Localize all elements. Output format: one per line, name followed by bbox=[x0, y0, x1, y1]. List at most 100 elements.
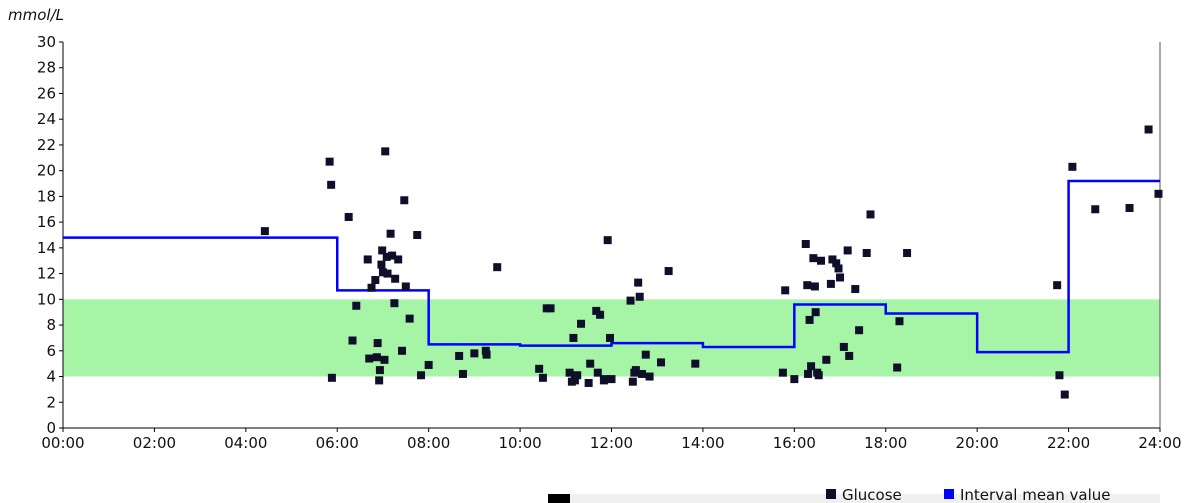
glucose-point bbox=[458, 369, 467, 378]
glucose-point bbox=[565, 368, 574, 377]
glucose-point bbox=[603, 236, 612, 245]
glucose-point bbox=[373, 339, 382, 348]
glucose-point bbox=[834, 264, 843, 273]
glucose-point bbox=[816, 256, 825, 265]
y-tick-label: 18 bbox=[37, 187, 56, 205]
glucose-point bbox=[455, 351, 464, 360]
y-tick-label: 2 bbox=[46, 393, 56, 411]
legend: Glucose Interval mean value bbox=[548, 486, 1160, 503]
glucose-point bbox=[1055, 371, 1064, 380]
glucose-point bbox=[631, 366, 640, 375]
y-tick-label: 10 bbox=[37, 290, 56, 308]
glucose-point bbox=[843, 246, 852, 255]
x-tick-label: 06:00 bbox=[316, 434, 359, 452]
glucose-point bbox=[1060, 390, 1069, 399]
glucose-point bbox=[839, 342, 848, 351]
x-tick-label: 20:00 bbox=[956, 434, 999, 452]
glucose-point bbox=[809, 254, 818, 263]
glucose-point bbox=[691, 359, 700, 368]
x-tick-label: 12:00 bbox=[590, 434, 633, 452]
y-tick-label: 4 bbox=[46, 368, 56, 386]
y-tick-label: 30 bbox=[37, 33, 56, 51]
glucose-point bbox=[573, 371, 582, 380]
glucose-point bbox=[405, 314, 414, 323]
glucose-point bbox=[260, 227, 269, 236]
glucose-point bbox=[635, 292, 644, 301]
glucose-point bbox=[365, 354, 374, 363]
glucose-point bbox=[664, 267, 673, 276]
legend-panel bbox=[548, 494, 1160, 503]
glucose-point bbox=[493, 263, 502, 272]
glucose-point bbox=[586, 359, 595, 368]
glucose-point bbox=[386, 229, 395, 238]
y-tick-label: 24 bbox=[37, 110, 56, 128]
glucose-point bbox=[790, 375, 799, 384]
glucose-point bbox=[810, 282, 819, 291]
legend-glucose-label: Glucose bbox=[842, 486, 902, 503]
x-tick-label: 18:00 bbox=[864, 434, 907, 452]
glucose-point bbox=[378, 246, 387, 255]
x-tick-label: 10:00 bbox=[498, 434, 541, 452]
glucose-point bbox=[855, 326, 864, 335]
glucose-point bbox=[424, 360, 433, 369]
glucose-point bbox=[381, 147, 390, 156]
x-tick-label: 14:00 bbox=[681, 434, 724, 452]
glucose-point bbox=[895, 317, 904, 326]
glucose-point bbox=[801, 240, 810, 249]
glucose-point bbox=[814, 371, 823, 380]
glucose-point bbox=[584, 378, 593, 387]
glucose-point bbox=[645, 372, 654, 381]
glucose-point bbox=[822, 355, 831, 364]
glucose-point bbox=[1125, 203, 1134, 212]
glucose-point bbox=[903, 249, 912, 258]
y-tick-label: 8 bbox=[46, 316, 56, 334]
x-tick-label: 22:00 bbox=[1047, 434, 1090, 452]
glucose-point bbox=[832, 259, 841, 268]
x-tick-label: 04:00 bbox=[224, 434, 267, 452]
glucose-point bbox=[390, 299, 399, 308]
data-series bbox=[63, 125, 1163, 399]
glucose-point bbox=[377, 260, 386, 269]
glucose-point bbox=[470, 349, 479, 358]
glucose-point bbox=[634, 278, 643, 287]
glucose-point bbox=[596, 310, 605, 319]
glucose-point bbox=[607, 375, 616, 384]
glucose-point bbox=[538, 373, 547, 382]
y-tick-label: 12 bbox=[37, 265, 56, 283]
glucose-point bbox=[628, 377, 637, 386]
glucose-point bbox=[569, 333, 578, 342]
x-tick-label: 00:00 bbox=[41, 434, 84, 452]
glucose-point bbox=[363, 255, 372, 264]
glucose-point bbox=[626, 296, 635, 305]
y-tick-label: 22 bbox=[37, 136, 56, 154]
glucose-points bbox=[260, 125, 1163, 399]
x-tick-label: 16:00 bbox=[773, 434, 816, 452]
glucose-point bbox=[417, 371, 426, 380]
glucose-point bbox=[1053, 281, 1062, 290]
legend-mean-label: Interval mean value bbox=[960, 486, 1111, 503]
glucose-point bbox=[371, 276, 380, 285]
glucose-point bbox=[637, 369, 646, 378]
glucose-point bbox=[866, 210, 875, 219]
glucose-point bbox=[372, 353, 381, 362]
glucose-point bbox=[805, 315, 814, 324]
y-tick-label: 6 bbox=[46, 342, 56, 360]
glucose-point bbox=[383, 269, 392, 278]
glucose-point bbox=[893, 363, 902, 372]
glucose-point bbox=[1068, 162, 1077, 171]
y-tick-label: 26 bbox=[37, 84, 56, 102]
glucose-point bbox=[382, 252, 391, 261]
glucose-point bbox=[378, 268, 387, 277]
glucose-point bbox=[394, 255, 403, 264]
glucose-point bbox=[845, 351, 854, 360]
glucose-point bbox=[352, 301, 361, 310]
glucose-point bbox=[804, 369, 813, 378]
glucose-point bbox=[400, 196, 409, 205]
glucose-point bbox=[327, 180, 336, 189]
glucose-point bbox=[778, 368, 787, 377]
glucose-point bbox=[1091, 205, 1100, 214]
glucose-point bbox=[327, 373, 336, 382]
x-tick-label: 24:00 bbox=[1138, 434, 1181, 452]
